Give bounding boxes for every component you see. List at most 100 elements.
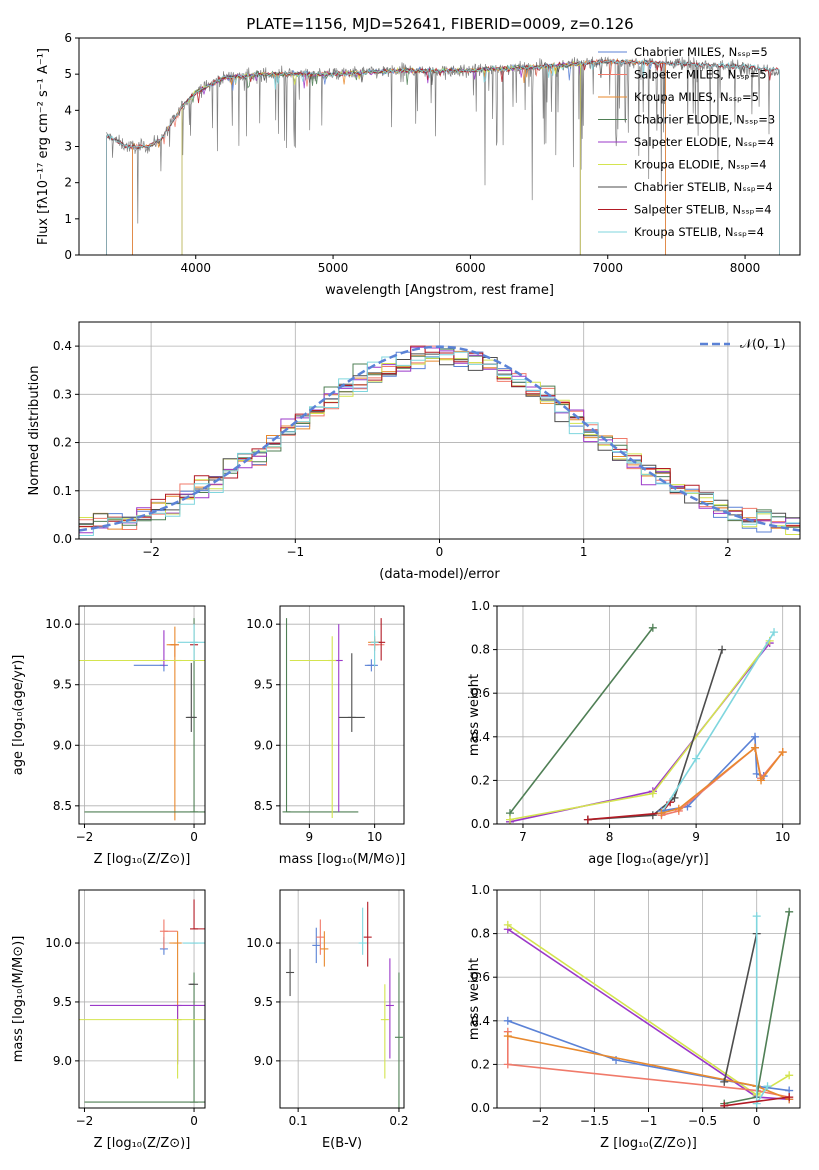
y-tick-label: 0.0 [53, 532, 72, 546]
series-line [724, 1096, 790, 1107]
axes-frame [78, 605, 206, 825]
errorbar-kroupa_stelib [358, 907, 367, 955]
series-line [723, 933, 758, 1082]
series-line [661, 734, 764, 812]
plot-area [503, 907, 794, 1108]
y-tick-label: 0.4 [471, 730, 490, 744]
errorbar-kroupa_miles [320, 931, 329, 967]
plot-area [286, 901, 403, 1108]
series-chabrier_elodie [505, 623, 657, 818]
legend-label: Chabrier MILES, Nₛₛₚ=5 [634, 45, 768, 59]
y-tick-label: 0.4 [471, 1014, 490, 1028]
series-marker [750, 743, 759, 752]
x-tick-label: 10 [775, 830, 790, 844]
errorbar-chabrier_elodie [394, 972, 403, 1108]
y-tick-label: 0.4 [53, 339, 72, 353]
plot-area [282, 618, 386, 818]
x-tick-label: −2 [531, 1114, 549, 1128]
errorbar-salpeter_miles [159, 919, 178, 949]
y-tick-label: 1 [64, 212, 72, 226]
series-marker [583, 815, 592, 824]
model-spectrum-kroupa_miles [132, 58, 666, 255]
y-tick-label: 10.0 [246, 617, 273, 631]
x-tick-label: −1 [640, 1114, 658, 1128]
y-tick-label: 0.8 [471, 927, 490, 941]
y-axis-label: age [log₁₀(age/yr)] [11, 655, 26, 776]
y-axis-label: Flux [fλ10⁻¹⁷ erg cm⁻² s⁻¹ A⁻¹] [36, 48, 51, 245]
errorbar-chabrier_stelib [185, 662, 197, 732]
errorbar-kroupa_stelib [370, 630, 379, 667]
x-tick-label: −2 [142, 545, 160, 559]
plot-area [79, 618, 205, 821]
series-marker [720, 1101, 729, 1108]
x-axis-label: wavelength [Angstrom, rest frame] [325, 283, 554, 298]
errorbar-chabrier_stelib [338, 653, 365, 732]
series-line [506, 1031, 790, 1098]
x-tick-label: 7000 [592, 261, 623, 275]
series-line [509, 640, 771, 821]
y-tick-label: 9.5 [254, 995, 273, 1009]
plot-area [106, 55, 780, 255]
series-salpeter_elodie [505, 639, 774, 824]
y-axis-label: mass weight [467, 958, 482, 1040]
series-marker [503, 1016, 512, 1025]
errorbar-salpeter_stelib [190, 899, 205, 930]
axes-frame [496, 605, 801, 825]
x-tick-label: 9 [692, 830, 700, 844]
x-tick-label: −0.5 [688, 1114, 717, 1128]
x-tick-label: −2 [76, 1114, 94, 1128]
x-tick-label: 2 [724, 545, 732, 559]
y-axis-label: mass [log₁₀(M/M⊙)] [11, 936, 26, 1063]
x-axis-label: E(B-V) [322, 1136, 362, 1151]
legend-label: Salpeter ELODIE, Nₛₛₚ=4 [634, 135, 774, 149]
panel-age_vs_Z: −2 0 8.5 9.0 9.5 10.0 Z [log₁₀(Z/Z⊙)] age [log₁… [11, 605, 206, 867]
y-tick-label: 1.0 [471, 883, 490, 897]
panel-mass_vs_Z: −2 0 9.0 9.5 10.0 Z [log₁₀(Z/Z⊙)] mass [log₁₀(… [11, 889, 206, 1151]
x-tick-label: 0 [436, 545, 444, 559]
legend-label: Salpeter MILES, Nₛₛₚ=5 [634, 68, 767, 82]
legend-label: 𝒩(0, 1) [740, 336, 786, 351]
x-tick-label: 5000 [318, 261, 349, 275]
observed-spectrum [106, 55, 780, 224]
y-tick-label: 4 [64, 103, 72, 117]
legend: 𝒩(0, 1) [700, 336, 786, 351]
y-tick-label: 9.0 [254, 738, 273, 752]
series-marker [505, 815, 514, 824]
x-tick-label: 6000 [455, 261, 486, 275]
legend-label: Kroupa ELODIE, Nₛₛₚ=4 [634, 158, 767, 172]
legend-label: Kroupa STELIB, Nₛₛₚ=4 [634, 225, 764, 239]
y-tick-label: 0.2 [471, 773, 490, 787]
y-axis-label: Normed distribution [27, 366, 42, 496]
errorbar-salpeter_miles [169, 644, 179, 657]
series-kroupa_stelib [752, 912, 772, 1108]
y-tick-label: 9.0 [53, 738, 72, 752]
y-tick-label: 10.0 [45, 617, 72, 631]
panel-age_vs_mass: 9 10 8.5 9.0 9.5 10.0 mass [log₁₀(M/M⊙)] [246, 605, 405, 867]
series-marker [785, 1071, 794, 1080]
y-tick-label: 8.5 [254, 799, 273, 813]
series-kroupa_stelib [657, 628, 779, 818]
x-tick-label: 0 [753, 1114, 761, 1128]
errorbar-chabrier_stelib [286, 948, 295, 997]
x-tick-label: −1 [286, 545, 304, 559]
model-spectrum-chabrier_miles [132, 58, 666, 255]
series-line [509, 627, 654, 814]
errorbar-chabrier_miles [312, 927, 321, 964]
y-tick-label: 10.0 [246, 936, 273, 950]
errorbar-kroupa_elodie [79, 1019, 205, 1079]
series-kroupa_miles [657, 743, 787, 818]
y-tick-label: 5 [64, 67, 72, 81]
series-marker [750, 732, 759, 741]
errorbar-chabrier_miles [133, 664, 168, 672]
series-marker [503, 1032, 512, 1041]
plot-area [79, 345, 800, 539]
x-tick-label: 9 [306, 830, 314, 844]
series-kroupa_elodie [505, 636, 774, 824]
errorbar-salpeter_miles [316, 919, 325, 955]
plot-area [79, 899, 205, 1103]
series-marker [770, 628, 779, 637]
series-marker [752, 912, 761, 921]
x-axis-label: Z [log₁₀(Z/Z⊙)] [94, 852, 191, 867]
errorbar-salpeter_elodie [334, 624, 343, 812]
